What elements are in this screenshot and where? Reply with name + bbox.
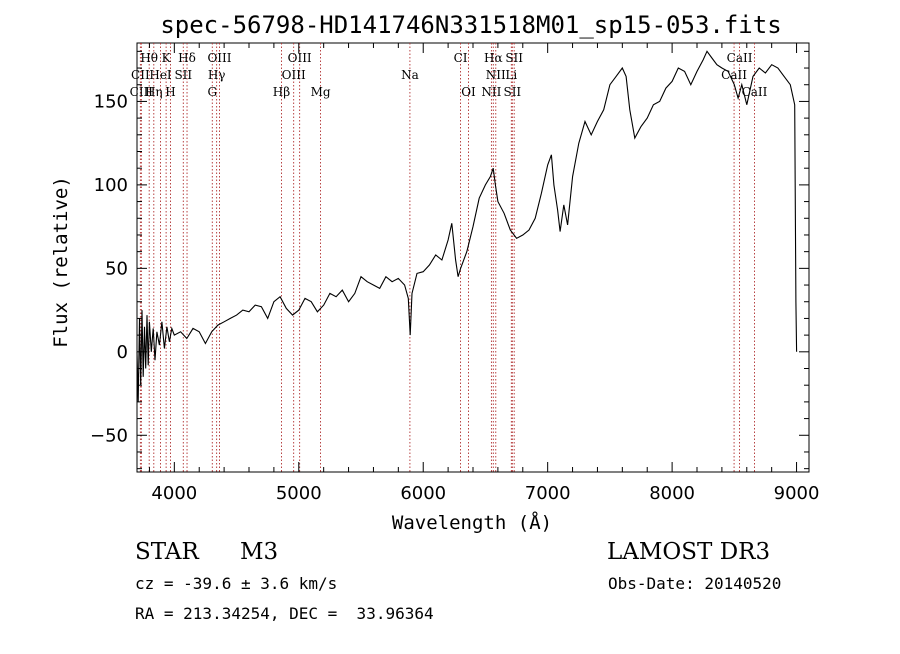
spectral-line-label: CaII bbox=[742, 85, 768, 99]
spectral-line-label: CI bbox=[454, 51, 468, 65]
spectral-line-label: K bbox=[162, 51, 172, 65]
survey-name: LAMOST DR3 bbox=[607, 539, 771, 565]
spectral-line-label: Hη bbox=[145, 85, 163, 99]
spectral-line-label: NII bbox=[481, 85, 501, 99]
x-tick-label: 8000 bbox=[649, 483, 695, 504]
y-tick-label: −50 bbox=[90, 425, 128, 446]
spectral-line-label: Hδ bbox=[178, 51, 196, 65]
coordinates: RA = 213.34254, DEC = 33.96364 bbox=[135, 604, 434, 623]
spectral-line-label: SII bbox=[505, 51, 523, 65]
x-tick-label: 9000 bbox=[774, 483, 820, 504]
spectral-line-label: OIII bbox=[207, 51, 231, 65]
redshift-cz: cz = -39.6 ± 3.6 km/s bbox=[135, 574, 338, 593]
spectral-line-label: CIII bbox=[130, 85, 154, 99]
spectral-line-label: Hγ bbox=[208, 68, 226, 82]
observation-date: Obs-Date: 20140520 bbox=[608, 574, 782, 593]
y-tick-label: 100 bbox=[94, 175, 128, 196]
spectral-line-label: Hα bbox=[484, 51, 503, 65]
x-tick-label: 6000 bbox=[400, 483, 446, 504]
spectral-line-label: CII bbox=[131, 68, 150, 82]
spectral-line-label: OIII bbox=[288, 51, 312, 65]
y-tick-label: 0 bbox=[117, 342, 128, 363]
spectral-line-label: OI bbox=[461, 85, 476, 99]
spectral-line-label: CaII bbox=[727, 51, 753, 65]
x-tick-label: 4000 bbox=[151, 483, 197, 504]
spectral-line-label: Hβ bbox=[273, 85, 290, 99]
spectral-line-label: Na bbox=[401, 68, 419, 82]
spectral-line-label: HeI bbox=[149, 68, 172, 82]
spectral-line-label: NII bbox=[486, 68, 506, 82]
chart-title: spec-56798-HD141746N331518M01_sp15-053.f… bbox=[160, 11, 781, 39]
x-tick-label: 7000 bbox=[525, 483, 571, 504]
y-axis-ticks: −50 0 50 100 150 bbox=[90, 50, 809, 470]
plot-frame bbox=[136, 42, 810, 473]
spectral-line-label: G bbox=[207, 85, 217, 99]
spectrum-series-line bbox=[136, 50, 798, 402]
object-subclass: M3 bbox=[240, 539, 279, 565]
y-tick-label: 50 bbox=[105, 258, 128, 279]
spectral-line-label: Hθ bbox=[140, 51, 158, 65]
spectral-line-label: SII bbox=[503, 85, 521, 99]
x-axis-ticks: 4000 5000 6000 7000 8000 9000 bbox=[148, 43, 820, 504]
spectral-line-label: Mg bbox=[311, 85, 331, 99]
x-tick-label: 5000 bbox=[276, 483, 322, 504]
spectral-line-label: OIII bbox=[282, 68, 306, 82]
x-axis-label: Wavelength (Å) bbox=[392, 511, 552, 534]
spectral-line-label: H bbox=[165, 85, 175, 99]
object-class: STAR bbox=[135, 539, 199, 565]
y-tick-label: 150 bbox=[94, 91, 128, 112]
spectral-line-label: Li bbox=[505, 68, 517, 82]
spectral-line-label: SII bbox=[174, 68, 192, 82]
y-axis-label: Flux (relative) bbox=[50, 176, 72, 348]
spectral-line-markers bbox=[139, 43, 755, 472]
